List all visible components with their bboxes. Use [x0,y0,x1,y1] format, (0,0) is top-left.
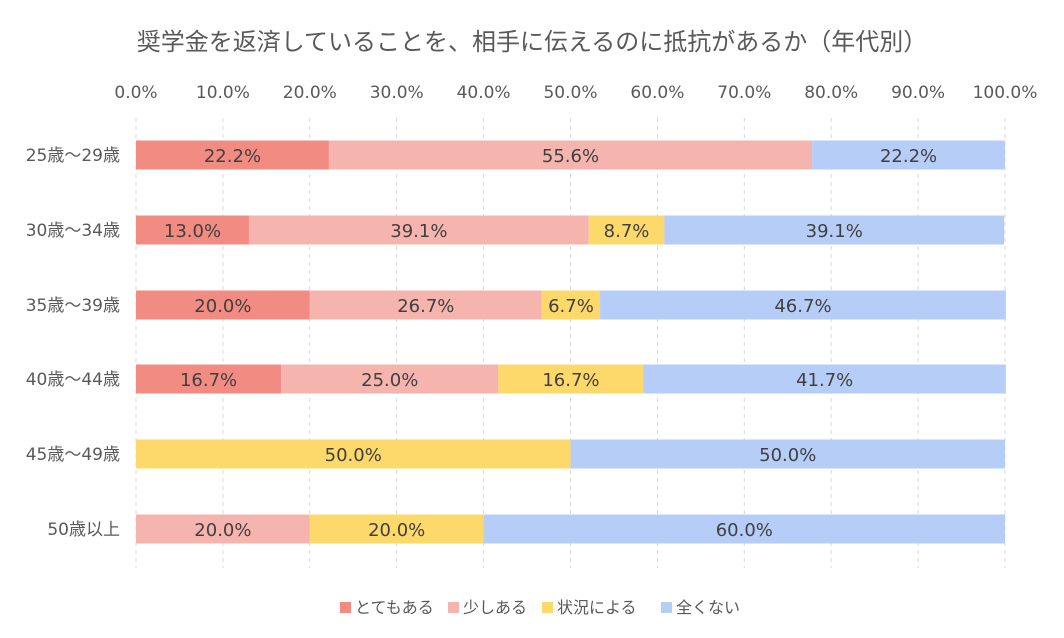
data-label: 41.7% [796,370,853,391]
bar-segment [600,290,1006,320]
x-tick-label: 50.0% [543,83,597,103]
bar-segment [643,364,1006,394]
data-label: 39.1% [390,221,447,242]
bar-segment [248,215,589,245]
data-label: 22.2% [204,146,261,167]
data-label: 22.2% [880,146,937,167]
category-label: 30歳～34歳 [26,221,120,241]
data-label: 26.7% [397,296,454,317]
legend-item: 状況による [542,598,637,617]
bar-segment [309,290,542,320]
data-label: 50.0% [325,445,382,466]
bar-segment [136,140,329,170]
bar-segment [136,290,310,320]
bar-segment [281,364,499,394]
legend-label: とてもある [355,598,434,617]
chart-title: 奨学金を返済していることを、相手に伝えるのに抵抗があるか（年代別） [137,28,928,56]
bar-segment [136,439,571,469]
bar-segment [541,290,601,320]
data-label: 6.7% [548,296,594,317]
bar-segment [664,215,1005,245]
x-tick-label: 30.0% [370,83,424,103]
data-label: 16.7% [180,370,237,391]
data-label: 39.1% [806,221,863,242]
bar-segment [588,215,665,245]
grid-lines [135,118,1006,568]
legend-label: 全くない [676,598,740,617]
bar-segment [498,364,644,394]
data-label: 16.7% [542,370,599,391]
legend-swatch [340,602,351,613]
legend: とてもある 少しある 状況による 全くない [340,598,740,617]
bar-segment [570,439,1005,469]
x-tick-label: 100.0% [973,83,1038,103]
legend-swatch [661,602,672,613]
legend-item: 全くない [661,598,740,617]
data-label: 20.0% [194,296,251,317]
x-axis-ticks: 0.0% 10.0% 20.0% 30.0% 40.0% 50.0% 60.0% 70.0% 8… [114,83,1037,103]
bar-segment [309,514,484,544]
bar-segment [136,364,282,394]
data-labels: 22.2% 55.6% 22.2% 13.0% 39.1% 8.7% 39.1% 20.0% 2… [164,146,937,541]
data-label: 50.0% [759,445,816,466]
category-label: 25歳～29歳 [26,146,120,166]
x-tick-label: 20.0% [283,83,337,103]
x-tick-label: 90.0% [891,83,945,103]
bar-segment [483,514,1006,544]
data-label: 46.7% [774,296,831,317]
data-label: 20.0% [194,520,251,541]
bar-segment [812,140,1005,170]
x-tick-label: 0.0% [114,83,157,103]
bar-segment [136,514,310,544]
bar-segment [136,215,249,245]
legend-label: 少しある [463,598,527,617]
data-label: 25.0% [361,370,418,391]
data-label: 8.7% [604,221,650,242]
legend-item: 少しある [448,598,527,617]
legend-label: 状況による [557,598,637,617]
bars [136,140,1006,544]
bar-segment [328,140,813,170]
data-label: 55.6% [542,146,599,167]
category-label: 40歳～44歳 [26,370,120,390]
category-label: 50歳以上 [47,520,120,540]
category-label: 35歳～39歳 [26,296,120,316]
legend-swatch [542,602,553,613]
legend-swatch [448,602,459,613]
x-tick-label: 10.0% [196,83,250,103]
category-label: 45歳～49歳 [26,445,120,465]
x-tick-label: 60.0% [630,83,684,103]
x-tick-label: 80.0% [804,83,858,103]
legend-item: とてもある [340,598,434,617]
data-label: 60.0% [716,520,773,541]
x-tick-label: 70.0% [717,83,771,103]
y-axis-categories: 25歳～29歳 30歳～34歳 35歳～39歳 40歳～44歳 45歳～49歳 50歳以上 [26,146,120,540]
x-tick-label: 40.0% [457,83,511,103]
data-label: 13.0% [164,221,221,242]
data-label: 20.0% [368,520,425,541]
